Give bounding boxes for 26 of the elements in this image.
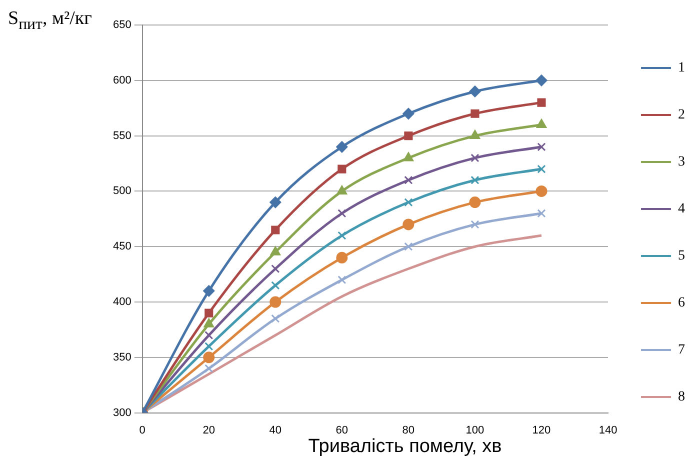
y-tick-label: 650 (112, 19, 132, 32)
x-tick-label: 60 (336, 424, 348, 436)
y-tick-label: 600 (112, 74, 132, 86)
x-tick-label: 40 (269, 424, 282, 436)
x-axis-title: Тривалість помелу, хв (307, 436, 503, 458)
y-tick-label: 300 (112, 406, 132, 419)
legend-label: 6 (678, 296, 685, 311)
y-tick-label: 500 (112, 185, 132, 198)
x-tick-label: 120 (532, 424, 551, 436)
legend-label: 3 (678, 154, 685, 170)
y-tick-label: 400 (112, 296, 132, 308)
y-tick-label: 350 (112, 351, 132, 364)
x-tick-label: 0 (139, 424, 146, 436)
y-axis-title: S$_{пит}$, м²/кг (8, 8, 92, 34)
legend-label: 8 (678, 390, 685, 405)
legend-label: 4 (678, 202, 685, 217)
x-tick-label: 20 (202, 424, 215, 436)
legend-label: 2 (678, 108, 685, 123)
x-tick-label: 140 (598, 424, 618, 436)
x-tick-label: 100 (466, 424, 484, 436)
legend-label: 7 (678, 342, 685, 358)
x-tick-label: 80 (402, 424, 415, 436)
legend-label: 1 (678, 60, 685, 76)
y-tick-label: 450 (112, 240, 132, 253)
y-tick-label: 550 (112, 130, 132, 142)
legend-label: 5 (678, 248, 685, 264)
